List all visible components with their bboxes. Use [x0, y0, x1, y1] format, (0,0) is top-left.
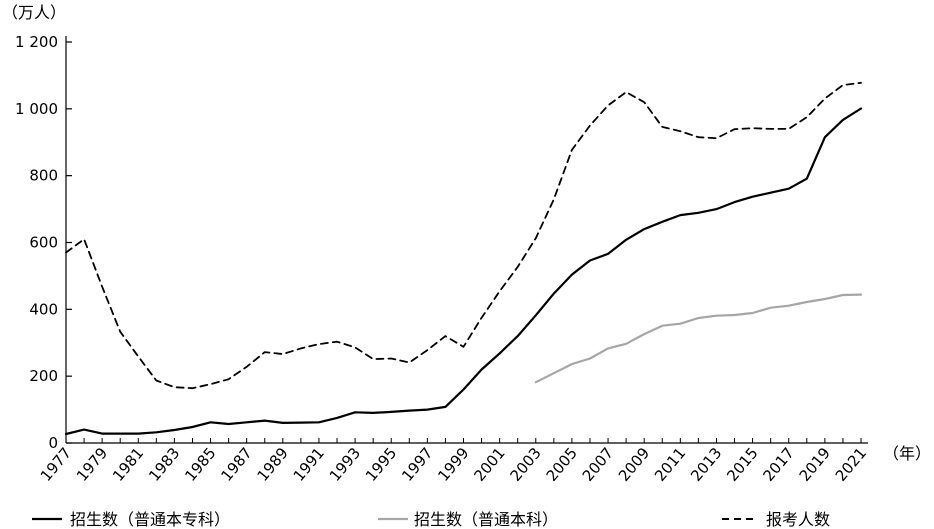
x-tick-label: 1983: [145, 444, 183, 485]
x-tick-label: 2001: [470, 444, 508, 485]
x-tick-label: 2019: [796, 444, 834, 485]
x-tick-label: 1993: [326, 444, 364, 485]
legend-label-enrollment-undergrad: 招生数（普通本科）: [414, 510, 558, 529]
x-tick-label: 2013: [687, 444, 725, 485]
y-tick-label: 400: [29, 300, 58, 318]
x-tick-label: 1995: [362, 444, 400, 485]
x-tick-label: 1997: [398, 444, 436, 485]
series-lines: [64, 81, 863, 436]
legend-item-enrollment-undergrad: 招生数（普通本科）: [378, 510, 558, 529]
legend-label-enrollment-total: 招生数（普通本专科）: [70, 510, 230, 529]
x-tick-label: 1991: [290, 444, 328, 485]
x-tick-label: 2017: [759, 444, 797, 485]
x-tick-label: 2021: [832, 444, 870, 485]
x-tick-label: 2011: [651, 444, 689, 485]
x-tick-label: 1985: [181, 444, 219, 485]
legend-item-enrollment-total: 招生数（普通本专科）: [32, 510, 230, 529]
y-tick-label: 800: [29, 167, 58, 185]
x-tick-label: 2007: [579, 444, 617, 485]
x-tick-label: 2003: [507, 444, 545, 485]
legend: 招生数（普通本专科） 招生数（普通本科） 报考人数: [32, 510, 830, 529]
x-tick-label: 1987: [217, 444, 255, 485]
x-ticks: 1977197919811983198519871989199119931995…: [37, 438, 870, 485]
legend-item-applicants: 报考人数: [722, 510, 830, 529]
x-tick-label: 2015: [723, 444, 761, 485]
y-tick-label: 1 000: [15, 100, 58, 118]
x-tick-label: 2009: [615, 444, 653, 485]
series-line-applicants: [65, 81, 862, 390]
y-axis-unit-label: （万人）: [2, 3, 66, 22]
y-ticks: 0 200 400 600 800 1 000 1 200: [15, 33, 72, 452]
x-tick-label: 1981: [109, 444, 147, 485]
x-axis-unit-label: （年）: [883, 444, 931, 463]
y-tick-label: 0: [48, 434, 58, 452]
x-tick-label: 2005: [543, 444, 581, 485]
x-tick-label: 1999: [434, 444, 472, 485]
x-tick-label: 1989: [254, 444, 292, 485]
series-line-enrollment-total: [64, 107, 863, 436]
legend-label-applicants: 报考人数: [766, 510, 830, 529]
y-tick-label: 200: [29, 367, 58, 385]
y-tick-label: 1 200: [15, 33, 58, 51]
x-tick-label: 1979: [73, 444, 111, 485]
y-tick-label: 600: [29, 234, 58, 252]
x-tick-label: 1977: [37, 444, 75, 485]
series-line-enrollment-undergrad: [534, 293, 863, 384]
